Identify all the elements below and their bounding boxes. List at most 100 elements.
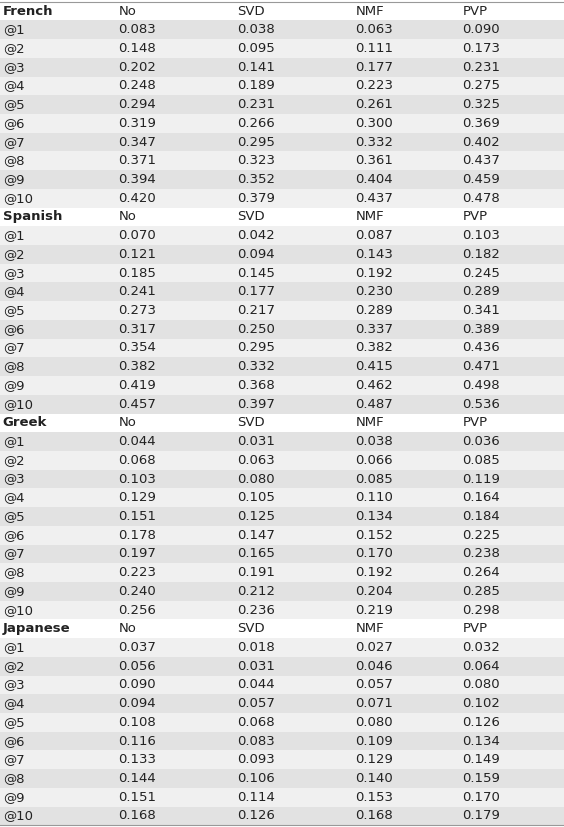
Text: 0.129: 0.129 bbox=[355, 753, 393, 767]
Bar bbox=[0, 695, 564, 713]
Bar bbox=[0, 114, 564, 132]
Text: @2: @2 bbox=[3, 660, 24, 672]
Text: SVD: SVD bbox=[237, 210, 265, 223]
Text: NMF: NMF bbox=[355, 622, 384, 635]
Text: 0.498: 0.498 bbox=[462, 379, 500, 392]
Text: 0.298: 0.298 bbox=[462, 604, 500, 617]
Text: 0.204: 0.204 bbox=[355, 585, 393, 598]
Text: 0.332: 0.332 bbox=[355, 136, 393, 149]
Bar bbox=[0, 544, 564, 563]
Text: 0.184: 0.184 bbox=[462, 510, 500, 523]
Text: 0.125: 0.125 bbox=[237, 510, 275, 523]
Text: 0.153: 0.153 bbox=[355, 791, 393, 804]
Text: 0.319: 0.319 bbox=[118, 117, 156, 130]
Text: 0.241: 0.241 bbox=[118, 285, 156, 299]
Text: @10: @10 bbox=[3, 398, 33, 411]
Text: @3: @3 bbox=[3, 678, 24, 691]
Text: 0.103: 0.103 bbox=[118, 472, 156, 485]
Text: 0.192: 0.192 bbox=[355, 266, 393, 280]
Text: 0.032: 0.032 bbox=[462, 641, 500, 654]
Text: 0.285: 0.285 bbox=[462, 585, 500, 598]
Text: 0.177: 0.177 bbox=[237, 285, 275, 299]
Text: 0.178: 0.178 bbox=[118, 528, 156, 542]
Bar bbox=[0, 21, 564, 39]
Text: @7: @7 bbox=[3, 753, 24, 767]
Text: 0.295: 0.295 bbox=[237, 342, 275, 355]
Text: @8: @8 bbox=[3, 772, 24, 785]
Text: 0.038: 0.038 bbox=[355, 435, 393, 448]
Bar bbox=[0, 283, 564, 301]
Bar bbox=[0, 732, 564, 750]
Bar bbox=[0, 208, 564, 227]
Text: PVP: PVP bbox=[462, 622, 488, 635]
Text: 0.110: 0.110 bbox=[355, 491, 393, 504]
Text: 0.044: 0.044 bbox=[237, 678, 275, 691]
Text: 0.185: 0.185 bbox=[118, 266, 156, 280]
Text: 0.168: 0.168 bbox=[118, 810, 156, 823]
Text: 0.170: 0.170 bbox=[355, 547, 393, 561]
Text: 0.225: 0.225 bbox=[462, 528, 500, 542]
Bar bbox=[0, 2, 564, 21]
Text: 0.102: 0.102 bbox=[462, 697, 500, 710]
Text: @8: @8 bbox=[3, 566, 24, 579]
Text: 0.134: 0.134 bbox=[462, 734, 500, 748]
Text: 0.080: 0.080 bbox=[355, 716, 393, 729]
Text: 0.323: 0.323 bbox=[237, 155, 275, 167]
Text: 0.140: 0.140 bbox=[355, 772, 393, 785]
Text: 0.164: 0.164 bbox=[462, 491, 500, 504]
Text: 0.231: 0.231 bbox=[237, 98, 275, 111]
Text: 0.116: 0.116 bbox=[118, 734, 156, 748]
Bar bbox=[0, 788, 564, 806]
Text: @4: @4 bbox=[3, 697, 24, 710]
Bar bbox=[0, 806, 564, 825]
Text: @1: @1 bbox=[3, 435, 24, 448]
Text: 0.093: 0.093 bbox=[237, 753, 275, 767]
Text: 0.044: 0.044 bbox=[118, 435, 156, 448]
Text: @5: @5 bbox=[3, 98, 24, 111]
Bar bbox=[0, 657, 564, 676]
Bar bbox=[0, 189, 564, 208]
Bar bbox=[0, 77, 564, 95]
Text: 0.459: 0.459 bbox=[462, 173, 500, 186]
Text: 0.264: 0.264 bbox=[462, 566, 500, 579]
Text: 0.068: 0.068 bbox=[237, 716, 275, 729]
Text: 0.397: 0.397 bbox=[237, 398, 275, 411]
Text: 0.031: 0.031 bbox=[237, 660, 275, 672]
Text: 0.300: 0.300 bbox=[355, 117, 393, 130]
Bar bbox=[0, 245, 564, 264]
Text: Spanish: Spanish bbox=[3, 210, 62, 223]
Bar bbox=[0, 264, 564, 283]
Text: @1: @1 bbox=[3, 641, 24, 654]
Bar bbox=[0, 750, 564, 769]
Text: 0.063: 0.063 bbox=[355, 23, 393, 36]
Text: 0.133: 0.133 bbox=[118, 753, 156, 767]
Text: 0.368: 0.368 bbox=[237, 379, 275, 392]
Text: @8: @8 bbox=[3, 361, 24, 373]
Bar bbox=[0, 676, 564, 695]
Bar bbox=[0, 489, 564, 507]
Bar bbox=[0, 713, 564, 732]
Text: @10: @10 bbox=[3, 810, 33, 823]
Text: @10: @10 bbox=[3, 604, 33, 617]
Bar bbox=[0, 582, 564, 600]
Text: NMF: NMF bbox=[355, 210, 384, 223]
Text: No: No bbox=[118, 416, 136, 429]
Text: 0.189: 0.189 bbox=[237, 79, 275, 93]
Text: 0.046: 0.046 bbox=[355, 660, 393, 672]
Text: 0.273: 0.273 bbox=[118, 304, 156, 317]
Text: 0.402: 0.402 bbox=[462, 136, 500, 149]
Bar bbox=[0, 451, 564, 470]
Text: PVP: PVP bbox=[462, 416, 488, 429]
Text: @7: @7 bbox=[3, 136, 24, 149]
Text: 0.070: 0.070 bbox=[118, 229, 156, 242]
Text: 0.238: 0.238 bbox=[462, 547, 500, 561]
Text: 0.057: 0.057 bbox=[237, 697, 275, 710]
Text: Greek: Greek bbox=[3, 416, 47, 429]
Text: @7: @7 bbox=[3, 547, 24, 561]
Text: @4: @4 bbox=[3, 79, 24, 93]
Text: @6: @6 bbox=[3, 528, 24, 542]
Bar bbox=[0, 769, 564, 788]
Text: 0.042: 0.042 bbox=[237, 229, 275, 242]
Text: 0.151: 0.151 bbox=[118, 510, 156, 523]
Text: 0.018: 0.018 bbox=[237, 641, 275, 654]
